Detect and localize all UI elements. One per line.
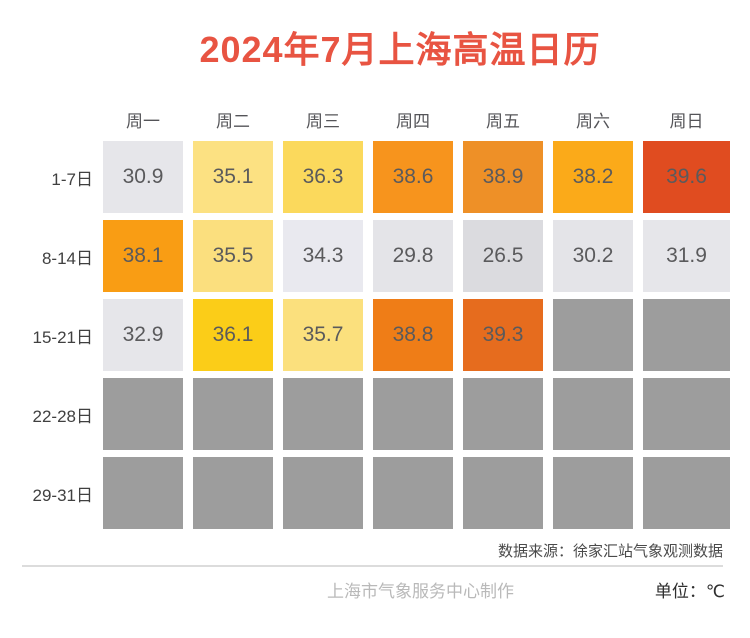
temp-cell-empty bbox=[463, 457, 543, 529]
temp-cell: 38.9 bbox=[463, 141, 543, 213]
temp-cell: 36.3 bbox=[283, 141, 363, 213]
page-title: 2024年7月上海高温日历 bbox=[199, 29, 601, 70]
temp-cell: 38.2 bbox=[553, 141, 633, 213]
temp-cell: 36.1 bbox=[193, 299, 273, 371]
grid-corner bbox=[0, 104, 93, 134]
temp-cell: 38.8 bbox=[373, 299, 453, 371]
temp-cell: 38.6 bbox=[373, 141, 453, 213]
temp-cell-empty bbox=[193, 457, 273, 529]
producer-credit: 上海市气象服务中心制作 bbox=[327, 582, 514, 601]
temp-cell: 30.9 bbox=[103, 141, 183, 213]
temp-cell: 39.3 bbox=[463, 299, 543, 371]
temp-cell-empty bbox=[643, 457, 730, 529]
temp-cell-empty bbox=[103, 457, 183, 529]
calendar-grid: 周一 周二 周三 周四 周五 周六 周日 1-7日 30.9 35.1 36.3… bbox=[0, 104, 730, 529]
footer-divider bbox=[22, 565, 723, 567]
data-source-note: 数据来源：徐家汇站气象观测数据 bbox=[497, 543, 723, 560]
weekday-header-tue: 周二 bbox=[216, 111, 250, 131]
temp-cell-empty bbox=[643, 378, 730, 450]
temp-cell-empty bbox=[283, 378, 363, 450]
temp-cell-empty bbox=[553, 457, 633, 529]
weekday-header-fri: 周五 bbox=[486, 111, 520, 131]
temp-cell: 35.7 bbox=[283, 299, 363, 371]
temp-cell: 35.1 bbox=[193, 141, 273, 213]
row-label-week4: 22-28日 bbox=[32, 406, 93, 426]
weekday-header-thu: 周四 bbox=[396, 111, 430, 131]
temp-cell: 39.6 bbox=[643, 141, 730, 213]
unit-label: 单位：℃ bbox=[654, 582, 725, 601]
temp-cell: 30.2 bbox=[553, 220, 633, 292]
temp-cell: 38.1 bbox=[103, 220, 183, 292]
temp-cell-empty bbox=[283, 457, 363, 529]
row-label-week3: 15-21日 bbox=[32, 327, 93, 347]
temp-cell-empty bbox=[103, 378, 183, 450]
weekday-header-sat: 周六 bbox=[576, 111, 610, 131]
row-label-week1: 1-7日 bbox=[51, 169, 93, 189]
temp-cell-empty bbox=[373, 378, 453, 450]
weekday-header-sun: 周日 bbox=[669, 111, 704, 131]
temp-cell: 31.9 bbox=[643, 220, 730, 292]
temp-cell: 32.9 bbox=[103, 299, 183, 371]
temp-cell-empty bbox=[463, 378, 543, 450]
temp-cell-empty bbox=[643, 299, 730, 371]
row-label-week2: 8-14日 bbox=[41, 248, 93, 268]
temp-cell-empty bbox=[553, 299, 633, 371]
temp-cell: 34.3 bbox=[283, 220, 363, 292]
temp-cell-empty bbox=[373, 457, 453, 529]
weekday-header-mon: 周一 bbox=[126, 111, 160, 131]
row-label-week5: 29-31日 bbox=[32, 485, 93, 505]
temp-cell-empty bbox=[193, 378, 273, 450]
temp-cell-empty bbox=[553, 378, 633, 450]
temp-cell: 35.5 bbox=[193, 220, 273, 292]
temp-cell: 29.8 bbox=[373, 220, 453, 292]
weekday-header-wed: 周三 bbox=[306, 111, 340, 131]
temp-cell: 26.5 bbox=[463, 220, 543, 292]
